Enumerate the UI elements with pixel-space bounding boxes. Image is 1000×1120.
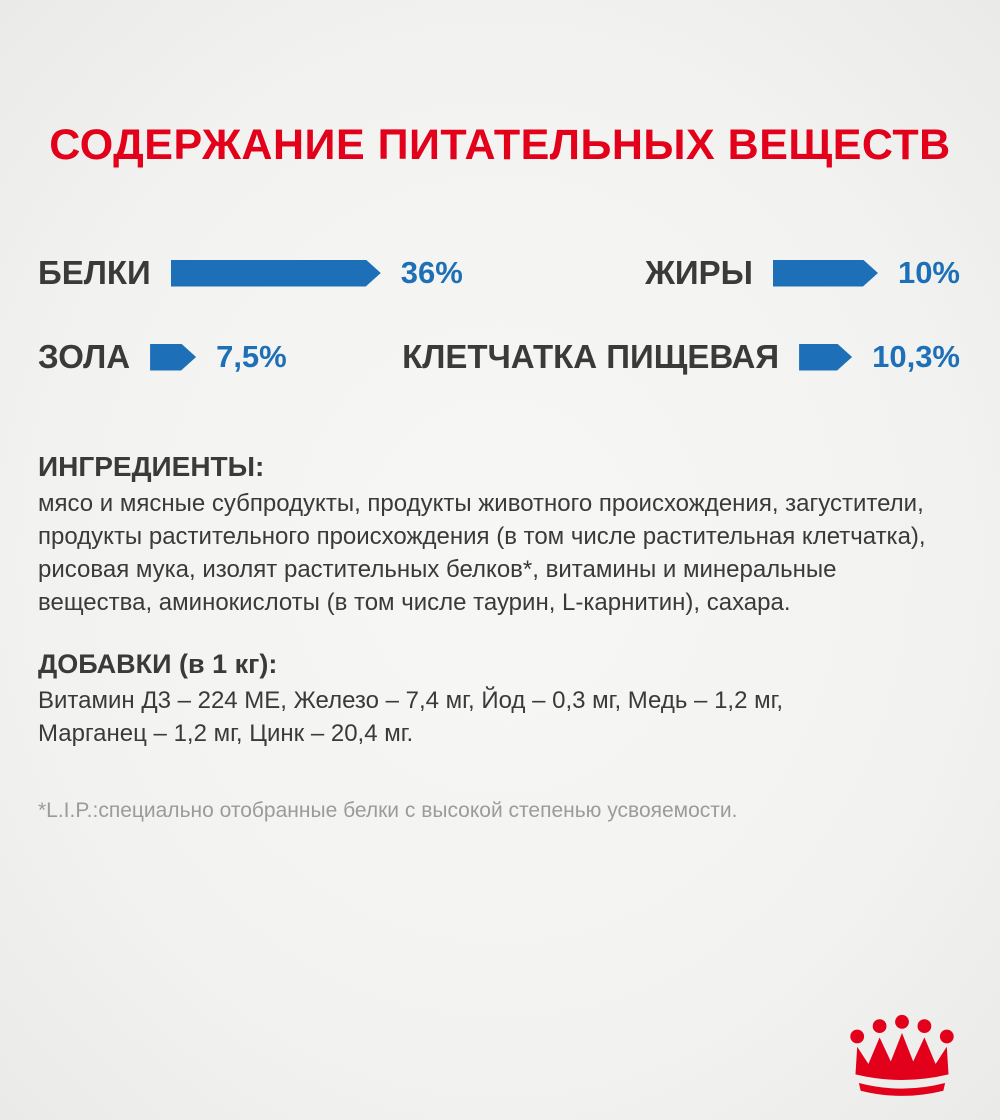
additives-heading: ДОБАВКИ (в 1 кг):: [38, 649, 278, 679]
fat-value: 10%: [897, 255, 960, 290]
additives-text: Витамин Д3 – 224 МЕ, Железо – 7,4 мг, Йо…: [38, 687, 784, 747]
nutrients-panel: БЕЛКИ 36% ЖИРЫ 10% ЗОЛА 7,5% КЛЕТЧАТКА П…: [38, 253, 960, 377]
nutrient-row-1: БЕЛКИ 36% ЖИРЫ 10%: [38, 253, 960, 293]
fiber-label: КЛЕТЧАТКА ПИЩЕВАЯ: [402, 338, 780, 375]
ingredients-heading: ИНГРЕДИЕНТЫ:: [38, 451, 265, 482]
fat-bar: [773, 260, 878, 287]
fiber-bar: [799, 344, 852, 371]
ingredients-text: мясо и мясные субпродукты, продукты живо…: [38, 490, 926, 616]
protein-label: БЕЛКИ: [38, 254, 151, 291]
nutrient-row-2: ЗОЛА 7,5% КЛЕТЧАТКА ПИЩЕВАЯ 10,3%: [38, 337, 960, 377]
crown-icon: [850, 1014, 954, 1096]
nutrient-fiber: КЛЕТЧАТКА ПИЩЕВАЯ 10,3%: [402, 338, 960, 376]
lip-footnote: *L.I.P.:специально отобранные белки с вы…: [38, 799, 738, 822]
protein-bar: [171, 260, 381, 287]
fiber-value: 10,3%: [872, 339, 960, 374]
ash-bar: [150, 344, 196, 371]
ash-label: ЗОЛА: [38, 338, 131, 375]
nutrient-fat: ЖИРЫ 10%: [645, 254, 960, 292]
page-title: СОДЕРЖАНИЕ ПИТАТЕЛЬНЫХ ВЕЩЕСТВ: [49, 121, 951, 169]
nutrient-ash: ЗОЛА 7,5%: [38, 338, 287, 376]
nutrient-protein: БЕЛКИ 36%: [38, 254, 463, 292]
fat-label: ЖИРЫ: [645, 254, 753, 291]
protein-value: 36%: [400, 255, 463, 290]
ash-value: 7,5%: [216, 339, 287, 374]
royal-canin-crown-logo: [846, 1014, 958, 1102]
